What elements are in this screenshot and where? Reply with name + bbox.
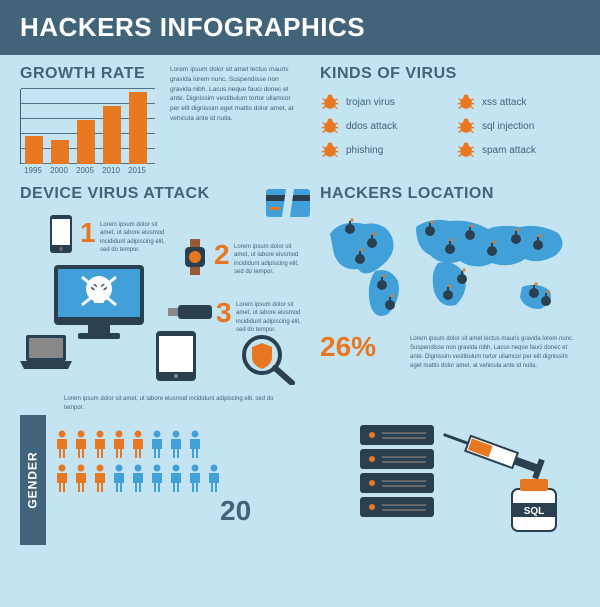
virus-item: xss attack bbox=[456, 93, 580, 111]
location-text-body: Lorem ipsum dolor sit amet lectus mauris… bbox=[410, 335, 580, 371]
virus-name: phishing bbox=[346, 145, 383, 156]
location-paragraph: Lorem ipsum dolor sit amet lectus mauris… bbox=[410, 335, 580, 371]
sql-jar-icon: SQL bbox=[512, 479, 556, 531]
gender-label: GENDER bbox=[20, 415, 46, 545]
person-icon bbox=[187, 430, 203, 458]
kinds-title: KINDS OF VIRUS bbox=[320, 65, 580, 83]
device-section: DEVICE VIRUS ATTACK 1 Lorem ipsum dolor … bbox=[20, 185, 310, 379]
virus-item: trojan virus bbox=[320, 93, 444, 111]
step-1-number: 1 bbox=[80, 217, 96, 249]
growth-text-body: Lorem ipsum dolor sit amet lectus mauris… bbox=[170, 65, 300, 124]
bug-icon bbox=[320, 141, 340, 159]
person-icon bbox=[149, 430, 165, 458]
person-icon bbox=[92, 464, 108, 492]
magnifier-shield-icon bbox=[240, 335, 296, 385]
virus-item: spam attack bbox=[456, 141, 580, 159]
person-icon bbox=[92, 430, 108, 458]
bug-icon bbox=[456, 93, 476, 111]
credit-card-icon bbox=[266, 189, 310, 219]
usb-icon bbox=[168, 305, 212, 319]
virus-item: phishing bbox=[320, 141, 444, 159]
gender-paragraph: Lorem ipsum dolor sit amet, ut labore ei… bbox=[64, 395, 294, 413]
content: GROWTH RATE 19952000200520102015 Lorem i… bbox=[0, 55, 600, 607]
virus-name: xss attack bbox=[482, 97, 526, 108]
growth-bar-chart bbox=[20, 89, 155, 164]
virus-item: ddos attack bbox=[320, 117, 444, 135]
step-2-number: 2 bbox=[214, 239, 230, 271]
person-icon bbox=[149, 464, 165, 492]
person-icon bbox=[54, 464, 70, 492]
person-icon bbox=[111, 430, 127, 458]
person-icon bbox=[130, 464, 146, 492]
step-1-text: Lorem ipsum dolor sit amet, ut labore ei… bbox=[100, 221, 170, 255]
world-map bbox=[320, 209, 580, 329]
syringe-icon bbox=[440, 425, 545, 479]
person-icon bbox=[187, 464, 203, 492]
person-icon bbox=[168, 464, 184, 492]
header: HACKERS INFOGRAPHICS bbox=[0, 0, 600, 55]
watch-icon bbox=[182, 239, 208, 275]
bomb-icon bbox=[345, 219, 355, 235]
svg-text:SQL: SQL bbox=[524, 506, 545, 517]
gender-text-body: Lorem ipsum dolor sit amet, ut labore ei… bbox=[64, 395, 294, 413]
location-title: HACKERS LOCATION bbox=[320, 185, 580, 203]
people-row-2 bbox=[54, 464, 222, 492]
phone-icon bbox=[50, 215, 72, 253]
step-3-text: Lorem ipsum dolor sit amet, ut labore ei… bbox=[236, 301, 306, 335]
virus-item: sql injection bbox=[456, 117, 580, 135]
people-row-1 bbox=[54, 430, 222, 458]
server-syringe-svg: SQL bbox=[360, 415, 570, 545]
tablet-icon bbox=[156, 331, 196, 381]
virus-name: sql injection bbox=[482, 121, 534, 132]
location-section: HACKERS LOCATION bbox=[320, 185, 580, 329]
kinds-section: KINDS OF VIRUS trojan virus xss attack ddo… bbox=[320, 65, 580, 159]
step-2-text: Lorem ipsum dolor sit amet, ut labore ei… bbox=[234, 243, 304, 277]
server-icon bbox=[360, 425, 434, 517]
laptop-icon bbox=[20, 335, 72, 371]
virus-list: trojan virus xss attack ddos attack sql inj… bbox=[320, 93, 580, 159]
virus-name: trojan virus bbox=[346, 97, 395, 108]
monitor-skull-icon bbox=[54, 265, 144, 341]
person-icon bbox=[130, 430, 146, 458]
virus-name: spam attack bbox=[482, 145, 536, 156]
virus-name: ddos attack bbox=[346, 121, 397, 132]
step-3-number: 3 bbox=[216, 297, 232, 329]
person-icon bbox=[111, 464, 127, 492]
bug-icon bbox=[456, 141, 476, 159]
growth-paragraph: Lorem ipsum dolor sit amet lectus mauris… bbox=[170, 65, 300, 124]
people-rows bbox=[54, 430, 222, 498]
gender-number: 20 bbox=[220, 495, 251, 527]
person-icon bbox=[206, 464, 222, 492]
person-icon bbox=[54, 430, 70, 458]
bug-icon bbox=[456, 117, 476, 135]
person-icon bbox=[73, 464, 89, 492]
world-map-svg bbox=[320, 209, 580, 329]
growth-xaxis-labels: 19952000200520102015 bbox=[22, 166, 220, 175]
page-title: HACKERS INFOGRAPHICS bbox=[20, 12, 365, 42]
bug-icon bbox=[320, 117, 340, 135]
bug-icon bbox=[320, 93, 340, 111]
location-percent: 26% bbox=[320, 331, 376, 363]
device-illustration: 1 Lorem ipsum dolor sit amet, ut labore … bbox=[20, 209, 310, 379]
server-syringe-illustration: SQL bbox=[360, 415, 570, 545]
gender-label-text: GENDER bbox=[26, 451, 40, 508]
person-icon bbox=[168, 430, 184, 458]
person-icon bbox=[73, 430, 89, 458]
